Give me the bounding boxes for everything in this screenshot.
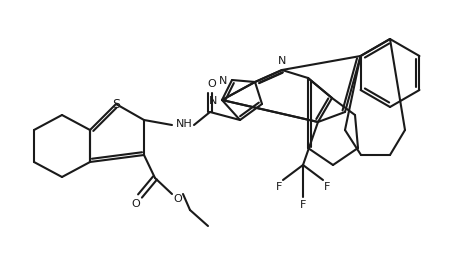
Text: N: N — [278, 56, 286, 66]
Text: O: O — [208, 79, 216, 89]
Text: N: N — [219, 76, 227, 86]
Text: F: F — [300, 200, 306, 210]
Text: NH: NH — [176, 119, 192, 129]
Text: O: O — [132, 199, 140, 209]
Text: F: F — [276, 182, 282, 192]
Text: F: F — [324, 182, 330, 192]
Text: N: N — [209, 96, 217, 106]
Text: O: O — [173, 194, 182, 204]
Text: S: S — [112, 98, 120, 110]
